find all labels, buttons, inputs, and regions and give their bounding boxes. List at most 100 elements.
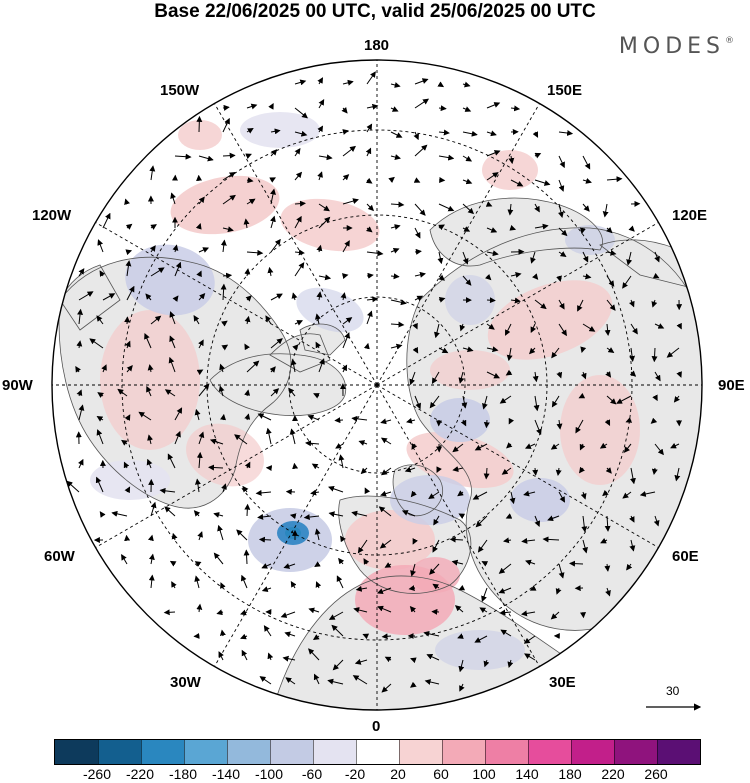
wind-vector bbox=[410, 681, 417, 688]
wind-vector bbox=[390, 201, 405, 208]
wind-vector bbox=[408, 585, 416, 592]
wind-vector bbox=[150, 501, 157, 517]
wind-vector bbox=[523, 635, 536, 644]
anomaly-area bbox=[100, 310, 200, 450]
wind-vector bbox=[438, 347, 449, 354]
wind-vector bbox=[499, 609, 512, 616]
wind-vector bbox=[246, 127, 254, 134]
wind-vector bbox=[409, 371, 416, 386]
wind-vector bbox=[499, 395, 512, 404]
wind-vector bbox=[390, 321, 405, 328]
wind-vector bbox=[676, 371, 682, 378]
wind-vector bbox=[461, 395, 468, 409]
wind-vector bbox=[307, 414, 320, 421]
wind-vector bbox=[486, 250, 499, 257]
wind-vector bbox=[428, 491, 440, 500]
wind-vector bbox=[380, 467, 392, 476]
wind-vector bbox=[149, 245, 156, 253]
wind-vector bbox=[316, 291, 323, 301]
wind-vector bbox=[550, 611, 560, 620]
meridian-line bbox=[90, 219, 378, 386]
wind-vector bbox=[533, 395, 540, 412]
wind-vector bbox=[148, 553, 155, 565]
wind-vector bbox=[291, 292, 298, 301]
wind-vector bbox=[431, 371, 440, 385]
wind-vector bbox=[581, 515, 588, 533]
colorbar-tick-label: -100 bbox=[254, 766, 284, 782]
colorbar-swatch-7 bbox=[356, 740, 399, 764]
wind-vector bbox=[486, 102, 501, 109]
wind-vector bbox=[390, 106, 399, 112]
wind-vector bbox=[197, 531, 203, 541]
wind-vector bbox=[380, 490, 392, 497]
wind-vector bbox=[390, 248, 400, 254]
wind-vector bbox=[582, 203, 590, 212]
wind-vector bbox=[174, 430, 181, 445]
wind-vector bbox=[244, 343, 251, 351]
wind-vector bbox=[606, 249, 617, 256]
wind-vector bbox=[164, 389, 176, 397]
wind-vector bbox=[284, 631, 296, 638]
wind-vector bbox=[629, 515, 635, 523]
wind-vector bbox=[270, 188, 276, 205]
wind-vector bbox=[580, 611, 587, 619]
wind-vector bbox=[96, 415, 104, 422]
wind-vector bbox=[149, 165, 156, 181]
wind-vector bbox=[242, 485, 249, 493]
wind-vector bbox=[366, 71, 376, 85]
meridian-line bbox=[211, 384, 378, 672]
wind-vector bbox=[221, 483, 227, 493]
wind-vector bbox=[547, 515, 560, 522]
anomaly-area bbox=[410, 557, 460, 593]
wind-vector bbox=[146, 385, 152, 397]
wind-vector bbox=[364, 487, 371, 495]
wind-vector bbox=[577, 299, 584, 312]
wind-vector bbox=[328, 611, 344, 620]
wind-vector bbox=[365, 177, 373, 184]
wind-vector bbox=[606, 275, 615, 287]
colorbar-tick-label: -60 bbox=[301, 766, 323, 782]
wind-vector bbox=[625, 417, 633, 423]
anomaly-area bbox=[280, 198, 380, 252]
wind-vector bbox=[305, 440, 320, 447]
wind-vector bbox=[390, 273, 400, 280]
wind-vector bbox=[102, 212, 111, 229]
wind-vector bbox=[462, 226, 471, 232]
wind-vector bbox=[126, 365, 133, 373]
wind-vector bbox=[340, 292, 347, 301]
wind-vector bbox=[438, 224, 445, 231]
wind-vector bbox=[551, 347, 560, 359]
wind-vector bbox=[532, 371, 539, 383]
wind-vector bbox=[485, 273, 492, 281]
wind-vector bbox=[340, 535, 346, 543]
meridian-line bbox=[376, 384, 664, 551]
wind-vector bbox=[351, 510, 368, 517]
wind-vector bbox=[213, 552, 224, 565]
lon-label-150e: 150E bbox=[547, 82, 583, 99]
wind-vector bbox=[303, 514, 320, 521]
wind-vector bbox=[414, 227, 421, 239]
wind-vector bbox=[433, 515, 440, 526]
wind-vector bbox=[308, 648, 320, 661]
wind-vector bbox=[451, 559, 464, 566]
wind-vector bbox=[174, 407, 183, 421]
wind-vector bbox=[558, 563, 565, 579]
wind-vector bbox=[97, 239, 104, 253]
wind-vector bbox=[486, 172, 499, 181]
wind-vector bbox=[258, 536, 272, 543]
colorbar-tick-label: 140 bbox=[515, 766, 539, 782]
wind-vector bbox=[532, 467, 539, 476]
wind-vector bbox=[472, 491, 488, 500]
wind-vector bbox=[101, 364, 107, 373]
wind-vector bbox=[555, 587, 562, 595]
wind-vector bbox=[358, 440, 368, 446]
wind-vector bbox=[457, 490, 464, 497]
wind-vector bbox=[616, 395, 632, 404]
wind-vector bbox=[171, 532, 178, 541]
wind-vector bbox=[412, 346, 419, 354]
wind-vector bbox=[606, 176, 623, 183]
anomaly-area bbox=[510, 478, 570, 522]
wind-vector bbox=[413, 177, 421, 183]
wind-vector bbox=[505, 323, 512, 336]
wind-vector bbox=[654, 443, 664, 456]
